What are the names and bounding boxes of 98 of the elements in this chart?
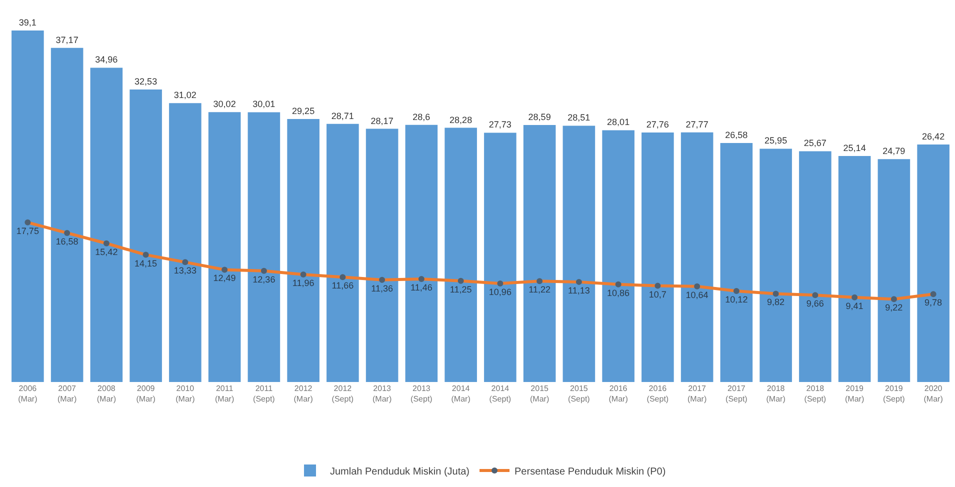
data-label: 9,78 xyxy=(924,298,942,308)
bar xyxy=(130,90,162,382)
x-tick-label: 2014 (Mar) xyxy=(451,384,471,404)
data-label: 27,76 xyxy=(646,119,669,130)
data-label: 34,96 xyxy=(95,54,118,65)
x-tick-label: 2008 (Mar) xyxy=(96,384,116,404)
data-label: 30,01 xyxy=(252,99,276,110)
data-label: 28,28 xyxy=(450,114,472,125)
data-label: 10,86 xyxy=(607,288,630,298)
data-label: 29,25 xyxy=(292,106,315,116)
data-label: 37,17 xyxy=(56,34,78,45)
x-tick-label: 2016 (Sept) xyxy=(646,384,669,404)
x-tick-label: 2010 (Mar) xyxy=(176,384,196,404)
bar xyxy=(799,151,832,382)
data-label: 28,59 xyxy=(528,112,551,122)
data-label: 11,36 xyxy=(371,283,393,294)
data-label: 27,73 xyxy=(488,120,512,130)
bar xyxy=(484,132,516,382)
data-label: 17,75 xyxy=(16,226,39,236)
legend-label: Jumlah Penduduk Miskin (Juta) xyxy=(330,466,470,478)
data-label: 28,01 xyxy=(607,117,630,128)
bar xyxy=(917,144,950,382)
bar xyxy=(326,124,359,382)
data-label: 32,53 xyxy=(134,76,158,87)
legend-label: Persentase Penduduk Miskin (P0) xyxy=(514,466,666,478)
x-tick-label: 2020 (Mar) xyxy=(924,384,944,404)
x-tick-label: 2019 (Mar) xyxy=(845,384,864,404)
x-tick-label: 2018 (Sept) xyxy=(804,384,826,404)
data-label: 14,15 xyxy=(134,258,158,268)
bar xyxy=(562,126,596,382)
x-tick-label: 2017 (Sept) xyxy=(726,384,748,404)
data-label: 11,22 xyxy=(528,284,550,295)
data-label: 25,95 xyxy=(764,136,788,146)
data-label: 28,6 xyxy=(412,112,430,122)
data-label: 30,02 xyxy=(213,99,236,110)
bar xyxy=(366,128,398,382)
data-label: 10,96 xyxy=(488,286,512,297)
data-label: 31,02 xyxy=(174,90,196,100)
data-label: 9,66 xyxy=(806,298,824,309)
data-label: 15,42 xyxy=(95,246,118,257)
data-label: 9,22 xyxy=(885,302,903,313)
bar xyxy=(12,30,44,382)
data-label: 28,17 xyxy=(370,116,394,126)
data-label: 11,96 xyxy=(292,278,314,288)
x-tick-label: 2011 (Sept) xyxy=(253,384,276,404)
x-tick-label: 2012 (Sept) xyxy=(332,384,354,404)
data-label: 12,49 xyxy=(213,273,236,284)
x-tick-label: 2015 (Mar) xyxy=(530,384,550,404)
bar xyxy=(602,130,634,382)
data-label: 11,46 xyxy=(410,282,432,292)
bar xyxy=(680,132,714,382)
bar xyxy=(90,68,123,382)
x-tick-label: 2014 (Sept) xyxy=(489,384,512,404)
data-label: 12,36 xyxy=(252,274,276,284)
data-label: 25,67 xyxy=(804,138,826,148)
data-label: 28,71 xyxy=(331,110,354,121)
data-label: 9,82 xyxy=(767,297,785,308)
bar xyxy=(50,48,84,382)
data-label: 11,66 xyxy=(332,280,354,291)
bar xyxy=(208,112,241,382)
data-label: 10,7 xyxy=(648,289,666,300)
bar xyxy=(248,112,280,382)
bar xyxy=(287,119,320,382)
x-tick-label: 2006 (Mar) xyxy=(18,384,38,404)
data-label: 11,13 xyxy=(568,285,590,296)
bar xyxy=(405,124,438,382)
bar xyxy=(878,159,910,382)
x-tick-label: 2011 (Mar) xyxy=(215,384,234,404)
x-tick-label: 2015 (Sept) xyxy=(568,384,590,404)
data-label: 39,1 xyxy=(18,18,36,28)
bar xyxy=(838,156,871,382)
bar xyxy=(760,148,792,382)
bar xyxy=(720,143,753,382)
x-tick-label: 2016 (Mar) xyxy=(608,384,628,404)
data-label: 10,12 xyxy=(725,294,748,305)
x-tick-label: 2013 (Sept) xyxy=(410,384,433,404)
bar xyxy=(523,124,556,382)
data-label: 9,41 xyxy=(846,300,864,311)
x-tick-label: 2019 (Sept) xyxy=(883,384,906,404)
x-tick-label: 2013 (Mar) xyxy=(372,384,392,404)
data-label: 11,25 xyxy=(450,284,472,294)
data-label: 26,58 xyxy=(725,130,748,140)
data-label: 24,79 xyxy=(882,146,906,156)
data-label: 28,51 xyxy=(568,112,590,123)
x-tick-label: 2009 (Mar) xyxy=(136,384,156,404)
data-label: 16,58 xyxy=(56,236,78,246)
bar xyxy=(642,132,674,382)
x-tick-label: 2012 (Mar) xyxy=(294,384,314,404)
x-tick-label: 2018 (Mar) xyxy=(766,384,786,404)
data-label: 27,77 xyxy=(686,119,708,130)
bar xyxy=(169,103,202,382)
data-label: 25,14 xyxy=(843,143,866,153)
data-label: 26,42 xyxy=(922,131,945,142)
bar xyxy=(444,128,477,382)
x-tick-label: 2017 (Mar) xyxy=(688,384,707,404)
data-label: 13,33 xyxy=(174,266,196,276)
x-tick-label: 2007 (Mar) xyxy=(58,384,77,404)
data-label: 10,64 xyxy=(686,290,708,300)
